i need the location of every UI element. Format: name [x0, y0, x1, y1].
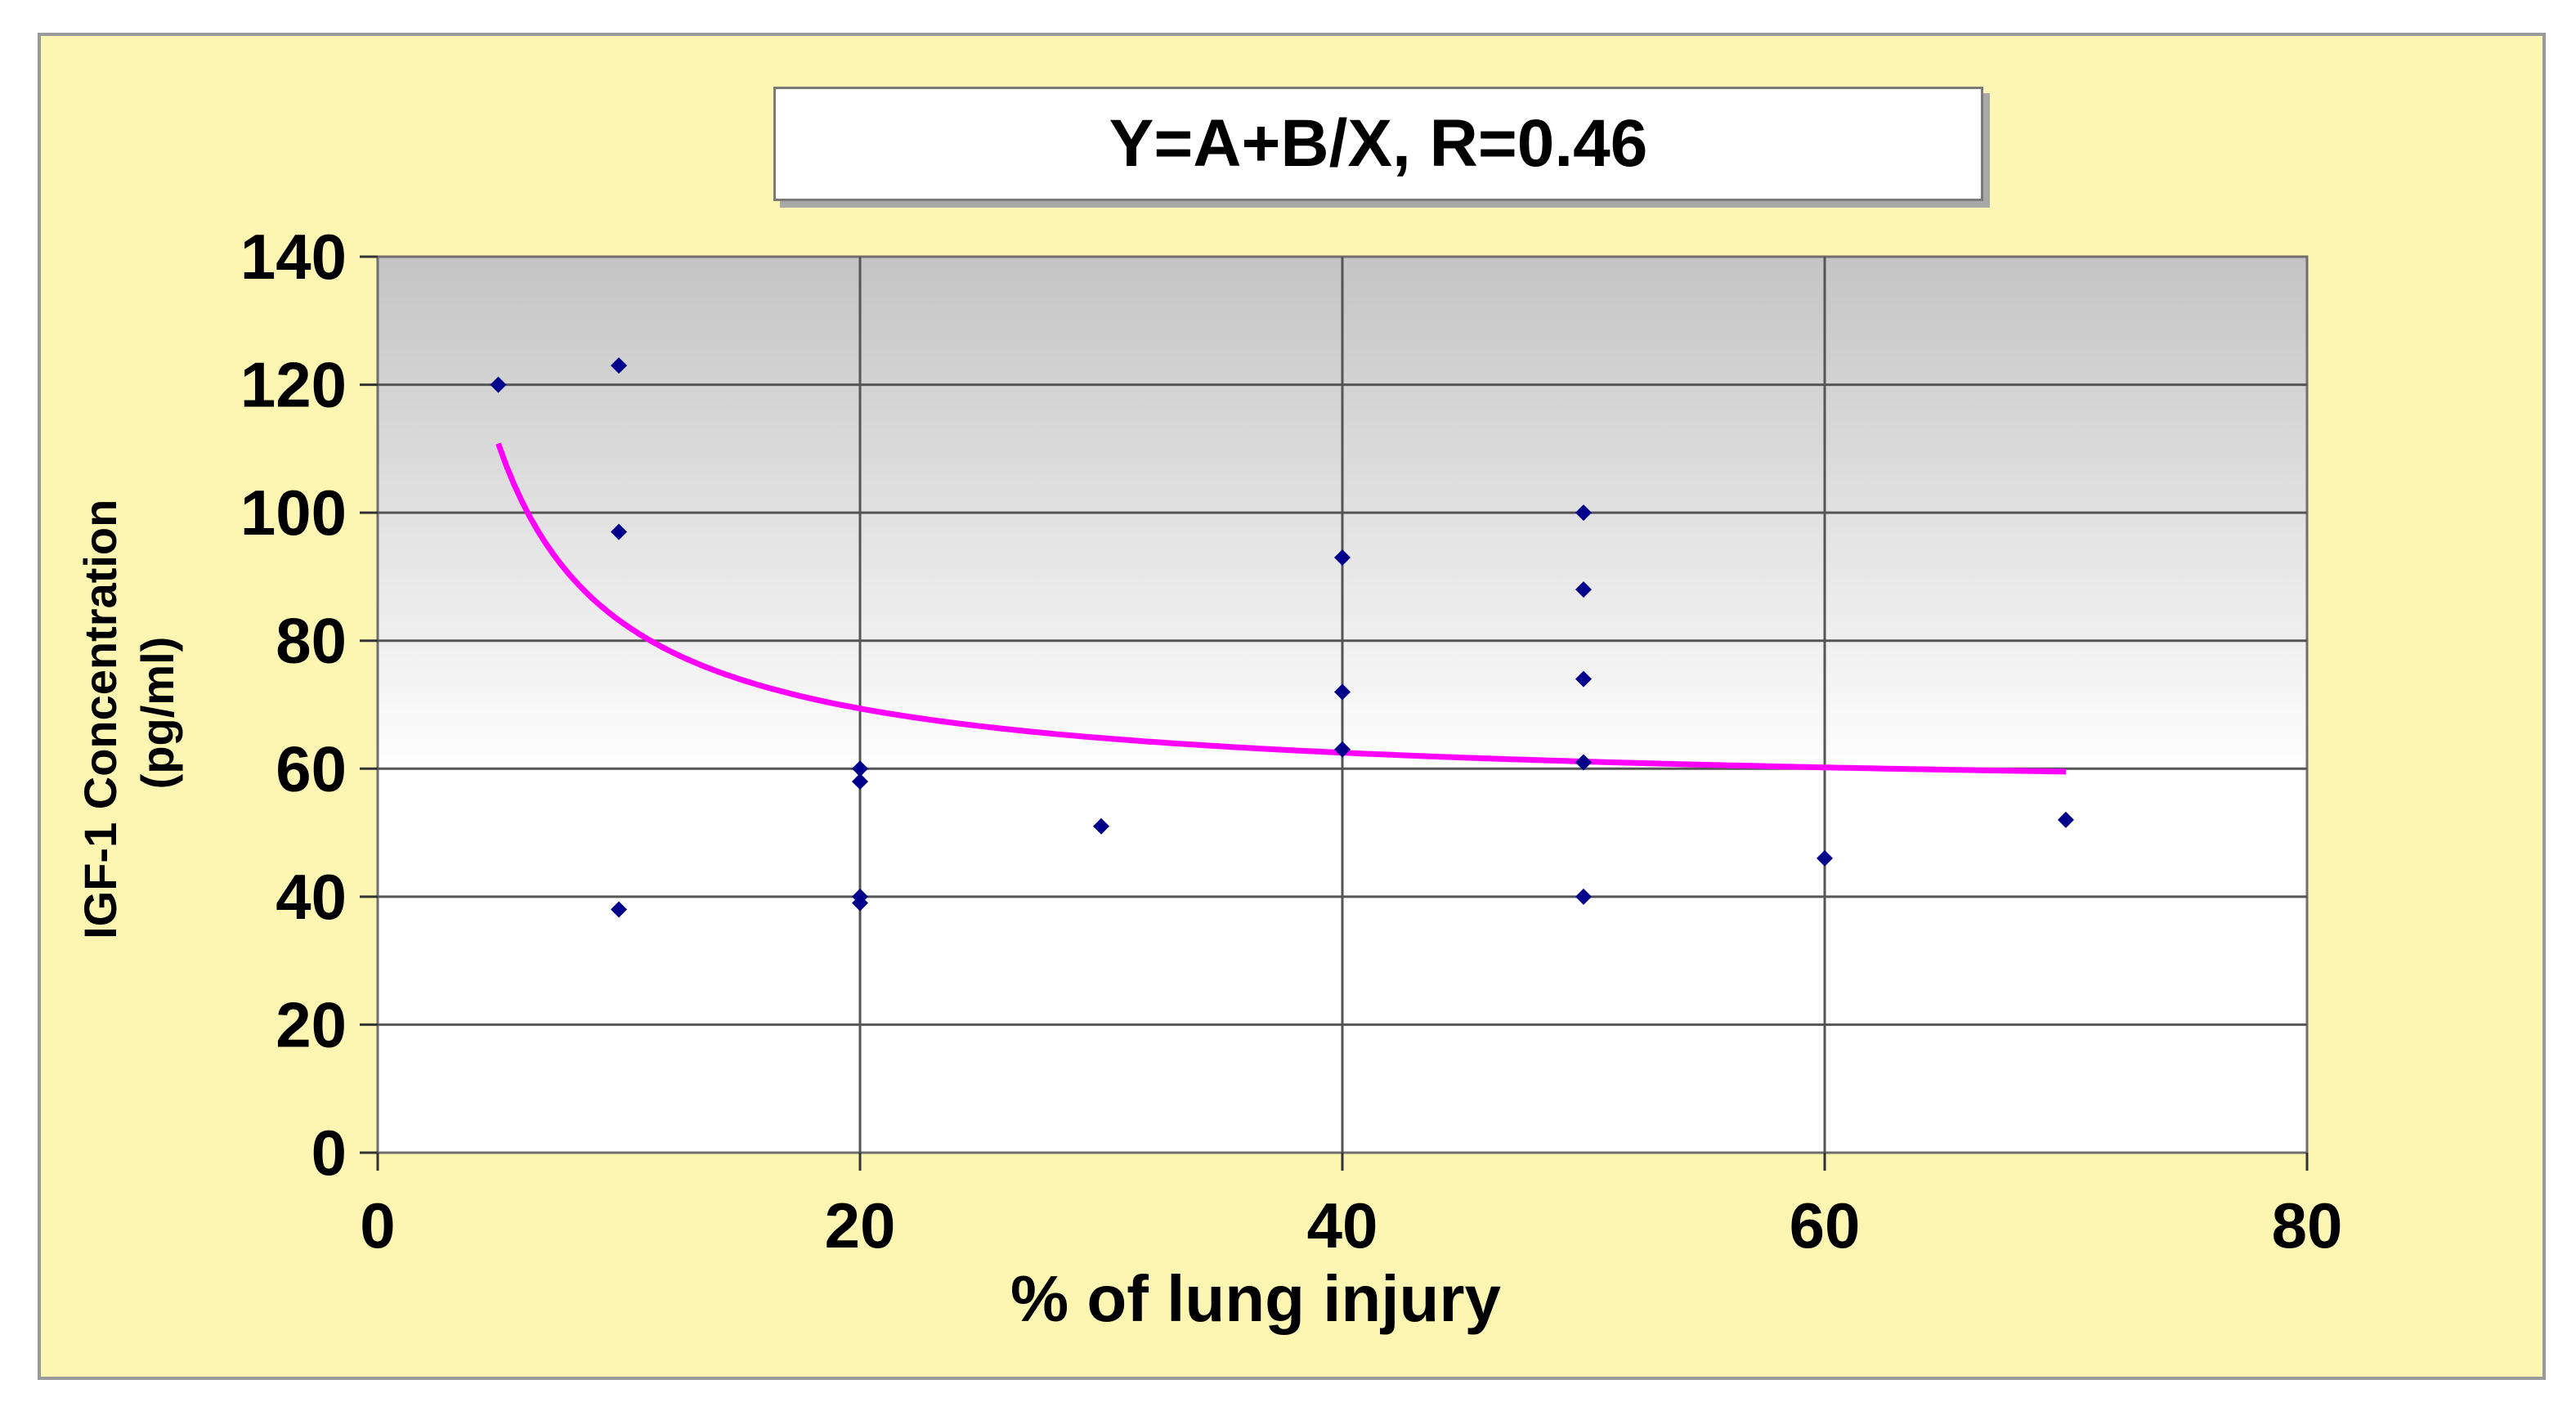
x-tick-label: 0: [360, 1189, 395, 1261]
x-tick-label: 80: [2272, 1189, 2343, 1261]
data-point: [2058, 811, 2074, 828]
y-axis-label-line2: (pg/ml): [132, 637, 183, 790]
y-tick-label: 0: [311, 1117, 347, 1189]
x-tick-labels: 0 20 40 60 80: [360, 1189, 2342, 1261]
y-tick-labels: 0 20 40 60 80 100 120 140: [240, 221, 347, 1189]
x-tick-label: 60: [1790, 1189, 1861, 1261]
y-axis-label: IGF-1 Concentration (pg/ml): [74, 486, 183, 939]
data-point: [1575, 581, 1592, 598]
data-point: [1817, 849, 1833, 867]
data-point: [490, 376, 507, 393]
data-point: [852, 773, 868, 790]
data-point: [611, 901, 627, 918]
data-point: [1334, 549, 1351, 566]
data-point: [1575, 504, 1592, 522]
y-tick-label: 140: [240, 221, 347, 293]
data-point: [1575, 754, 1592, 771]
data-points: [490, 357, 2074, 918]
data-point: [1334, 683, 1351, 701]
x-tick-label: 20: [825, 1189, 896, 1261]
data-point: [1575, 888, 1592, 905]
y-tick-label: 60: [276, 732, 347, 804]
data-point: [852, 760, 868, 777]
chart-title: Y=A+B/X, R=0.46: [773, 87, 1983, 201]
data-point: [1575, 670, 1592, 688]
x-axis-label: % of lung injury: [1010, 1262, 1501, 1335]
data-point: [1334, 741, 1351, 758]
y-tick-label: 20: [276, 988, 347, 1060]
y-tick-label: 100: [240, 477, 347, 549]
y-tick-label: 40: [276, 861, 347, 933]
y-tick-label: 120: [240, 349, 347, 421]
y-axis-label-line1: IGF-1 Concentration: [74, 499, 126, 939]
y-tick-label: 80: [276, 605, 347, 677]
x-tick-label: 40: [1307, 1189, 1378, 1261]
data-point: [852, 894, 868, 912]
data-point: [1093, 818, 1109, 835]
data-point: [611, 523, 627, 540]
fit-curve: [495, 442, 2067, 775]
data-point: [611, 357, 627, 374]
